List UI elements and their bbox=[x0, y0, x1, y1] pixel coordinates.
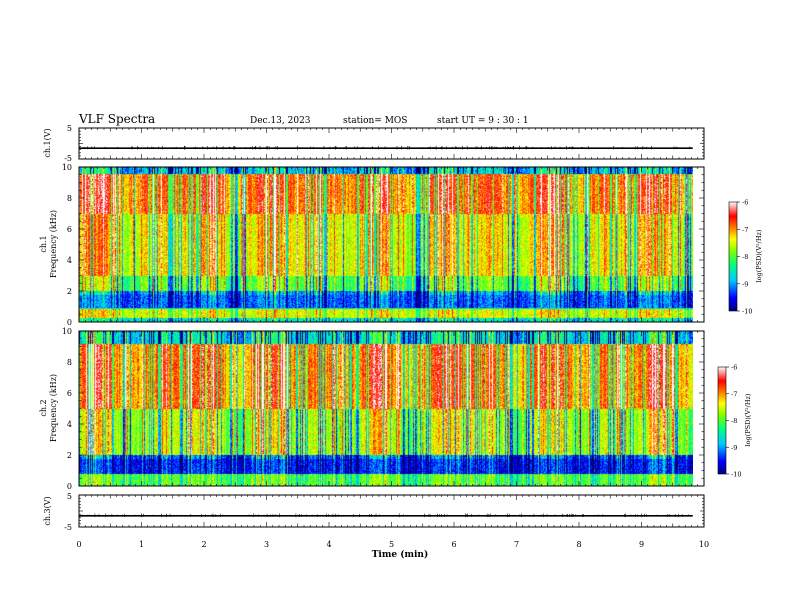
colorbar-ch1: -6 -7 -8 -9 -10 log(PSD)(V²/Hz) bbox=[728, 199, 763, 316]
ch1-waveform-trace bbox=[79, 145, 693, 150]
ch2-spectrogram-yticklabel: 4 bbox=[67, 420, 72, 429]
colorbar-ch2: -6 -7 -8 -9 -10 log(PSD)(V²/Hz) bbox=[717, 364, 752, 479]
panel-ch1-spectrogram: 0 2 4 6 8 10 ch.1 Frequency (kHz) bbox=[39, 163, 705, 327]
ch2-spectrogram-ylabel-frequency: Frequency (kHz) bbox=[49, 374, 58, 442]
colorbar-ch2-ticklabel: -8 bbox=[731, 417, 737, 425]
x-axis-ticklabels: 0 1 2 3 4 5 6 7 8 9 10 bbox=[76, 540, 709, 549]
panel-ch3-waveform: 5 -5 ch.3(V) bbox=[43, 492, 705, 532]
x-ticklabel: 1 bbox=[139, 540, 144, 549]
ch1-spectrogram-yticklabel: 10 bbox=[62, 163, 72, 172]
colorbar-ch2-ticklabel: -6 bbox=[731, 364, 737, 372]
x-ticklabel: 3 bbox=[264, 540, 269, 549]
ch1-ytick-top: 5 bbox=[67, 124, 72, 133]
colorbar-ch2-label: log(PSD)(V²/Hz) bbox=[744, 393, 752, 446]
ch3-waveform-ticks bbox=[78, 494, 705, 528]
ch1-waveform-ylabel: ch.1(V) bbox=[43, 128, 52, 157]
ch1-spectrogram-ylabel-frequency: Frequency (kHz) bbox=[49, 210, 58, 278]
ch3-waveform-ylabel: ch.3(V) bbox=[43, 496, 52, 525]
ch3-waveform-trace bbox=[79, 513, 693, 518]
ch1-spectrogram-image bbox=[79, 167, 693, 322]
colorbar-ch1-ticklabel: -6 bbox=[742, 199, 748, 207]
colorbar-ch2-ticklabel: -10 bbox=[731, 471, 741, 479]
colorbar-ch1-ticks: -6 -7 -8 -9 -10 bbox=[737, 199, 752, 316]
ch1-spectrogram-yticklabel: 4 bbox=[67, 256, 72, 265]
ch1-spectrogram-yticklabel: 2 bbox=[67, 287, 72, 296]
colorbar-ch1-label: log(PSD)(V²/Hz) bbox=[755, 229, 763, 282]
ch1-spectrogram-ylabel-channel: ch.1 bbox=[39, 235, 48, 252]
colorbar-ch1-ticklabel: -7 bbox=[742, 226, 748, 234]
colorbar-ch2-ticklabel: -9 bbox=[731, 444, 737, 452]
ch3-ytick-top: 5 bbox=[67, 492, 72, 501]
x-ticklabel: 4 bbox=[326, 540, 331, 549]
ch2-spectrogram-yticklabel: 2 bbox=[67, 451, 72, 460]
colorbar-ch2-ramp bbox=[717, 366, 727, 475]
x-ticklabel: 8 bbox=[576, 540, 581, 549]
x-axis-label: Time (min) bbox=[372, 549, 429, 560]
ch2-spectrogram-ticks bbox=[78, 330, 705, 487]
panel-ch1-waveform: 5 -5 ch.1(V) bbox=[43, 124, 705, 163]
ch2-spectrogram-yticklabel: 8 bbox=[67, 358, 72, 367]
ch2-spectrogram-ylabel-channel: ch.2 bbox=[39, 399, 48, 416]
ch1-spectrogram-yticklabel: 6 bbox=[67, 225, 72, 234]
ch2-spectrogram-image bbox=[79, 331, 693, 486]
ch1-spectrogram-yticklabels: 0 2 4 6 8 10 bbox=[62, 163, 72, 327]
figure-title: VLF Spectra bbox=[78, 112, 155, 126]
colorbar-ch1-ramp bbox=[728, 201, 738, 312]
x-ticklabel: 7 bbox=[514, 540, 519, 549]
ch2-spectrogram-yticklabel: 10 bbox=[62, 327, 72, 336]
colorbar-ch1-ticklabel: -9 bbox=[742, 280, 748, 288]
ch2-spectrogram-yticklabel: 0 bbox=[67, 482, 72, 491]
colorbar-ch2-ticks: -6 -7 -8 -9 -10 bbox=[726, 364, 741, 479]
ch1-spectrogram-ticks bbox=[78, 166, 705, 323]
ch1-waveform-frame bbox=[78, 127, 705, 160]
x-ticklabel: 9 bbox=[639, 540, 644, 549]
station-label: station= MOS bbox=[343, 116, 407, 126]
ch1-ytick-bottom: -5 bbox=[64, 154, 72, 163]
ch1-spectrogram-yticklabel: 8 bbox=[67, 194, 72, 203]
x-ticklabel: 5 bbox=[389, 540, 394, 549]
x-ticklabel: 6 bbox=[451, 540, 456, 549]
panel-ch2-spectrogram: 0 2 4 6 8 10 ch.2 Frequency (kHz) bbox=[39, 327, 705, 491]
x-ticklabel: 10 bbox=[699, 540, 709, 549]
ch1-waveform-ticks bbox=[78, 127, 705, 160]
x-ticklabel: 0 bbox=[76, 540, 81, 549]
colorbar-ch1-ticklabel: -10 bbox=[742, 308, 752, 316]
start-time-label: start UT = 9 : 30 : 1 bbox=[437, 116, 529, 126]
colorbar-ch2-ticklabel: -7 bbox=[731, 390, 737, 398]
ch2-spectrogram-yticklabel: 6 bbox=[67, 389, 72, 398]
ch1-spectrogram-yticklabel: 0 bbox=[67, 318, 72, 327]
x-ticklabel: 2 bbox=[201, 540, 206, 549]
ch2-spectrogram-yticklabels: 0 2 4 6 8 10 bbox=[62, 327, 72, 491]
date-label: Dec.13, 2023 bbox=[250, 116, 311, 126]
ch3-ytick-bottom: -5 bbox=[64, 523, 72, 532]
colorbar-ch1-ticklabel: -8 bbox=[742, 253, 748, 261]
